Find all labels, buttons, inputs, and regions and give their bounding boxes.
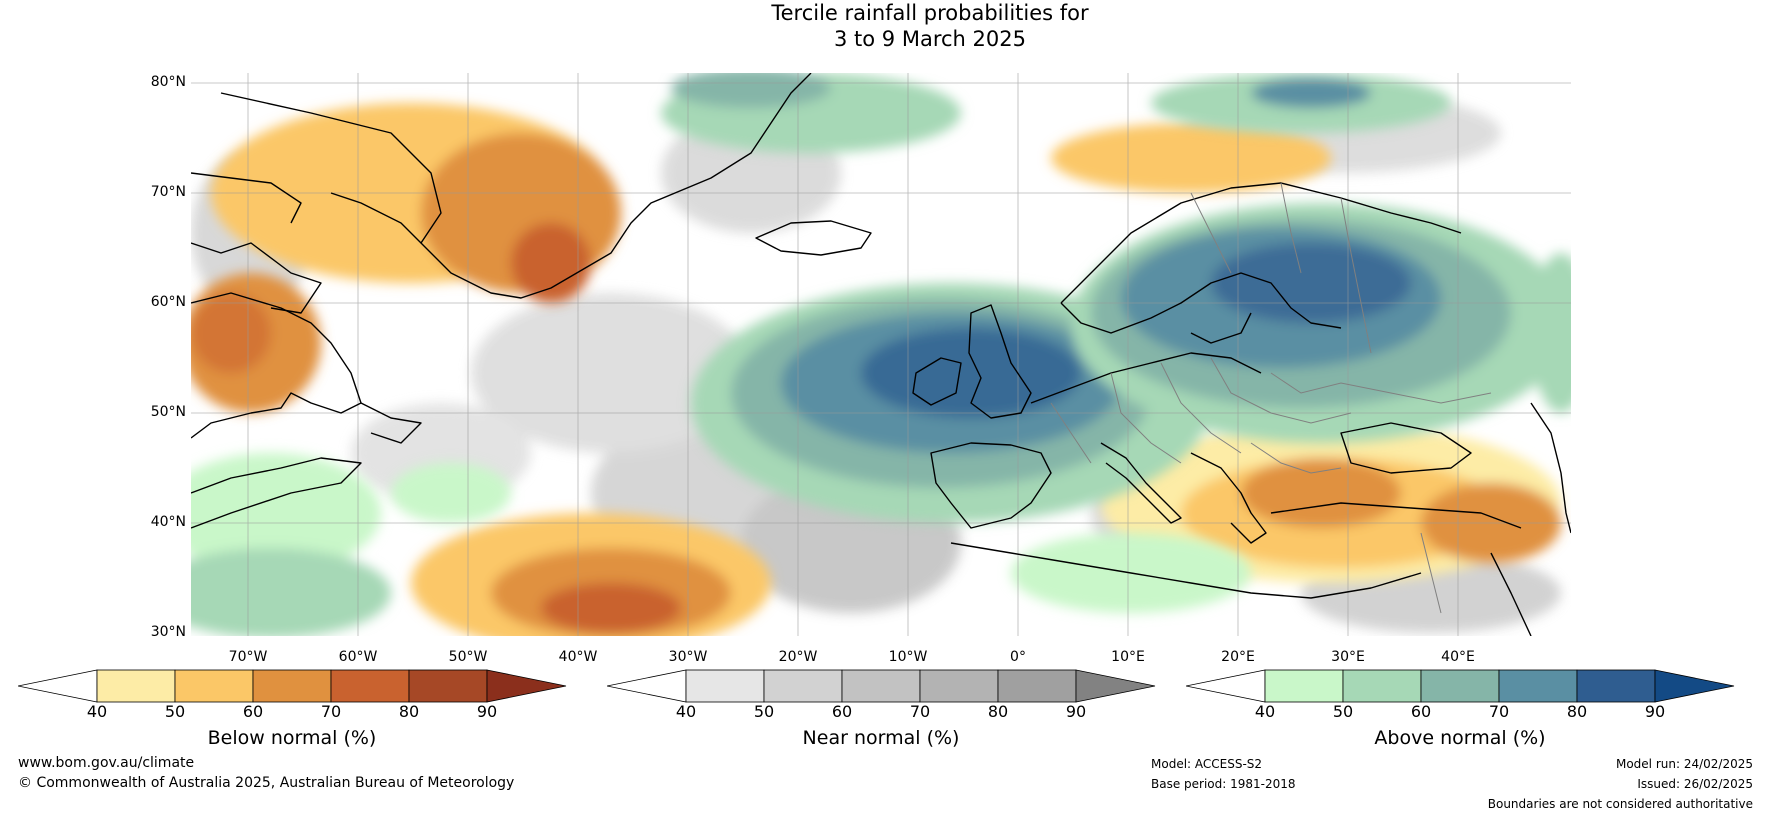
lon-label-30w: 30°W — [668, 649, 708, 665]
lat-label-70n: 70°N — [150, 184, 186, 200]
cb-below-tick-50: 50 — [164, 702, 186, 721]
lat-label-80n: 80°N — [150, 74, 186, 90]
cb-above-tick-40: 40 — [1254, 702, 1276, 721]
cb-below-tick-40: 40 — [86, 702, 108, 721]
lat-label-30n: 30°N — [150, 624, 186, 640]
map-title: Tercile rainfall probabilities for 3 to … — [0, 0, 1770, 52]
near-colorbar-segment — [685, 669, 765, 703]
colorbar-near-normal — [607, 669, 1156, 703]
cb-below-tick-80: 80 — [398, 702, 420, 721]
cb-near-tick-80: 80 — [987, 702, 1009, 721]
lat-label-50n: 50°N — [150, 404, 186, 420]
colorbar-below-normal — [18, 669, 567, 703]
cb-near-title: Near normal (%) — [802, 727, 960, 749]
above-colorbar-segment — [1498, 669, 1578, 703]
above-colorbar-min-extend — [1186, 669, 1266, 703]
cb-near-tick-90: 90 — [1065, 702, 1087, 721]
footer-copyright: © Commonwealth of Australia 2025, Austra… — [18, 775, 515, 791]
cb-above-tick-70: 70 — [1488, 702, 1510, 721]
cb-above-tick-90: 90 — [1644, 702, 1666, 721]
colorbar-above-normal — [1186, 669, 1735, 703]
cb-near-tick-60: 60 — [831, 702, 853, 721]
below-colorbar-min-extend — [18, 669, 98, 703]
footer-base-period: Base period: 1981-2018 — [1151, 777, 1296, 791]
above-colorbar-segment — [1420, 669, 1500, 703]
above-colorbar-segment — [1264, 669, 1344, 703]
lon-label-40e: 40°E — [1441, 649, 1475, 665]
footer-model: Model: ACCESS-S2 — [1151, 757, 1263, 771]
above-colorbar-max-extend — [1654, 669, 1735, 703]
cb-above-tick-80: 80 — [1566, 702, 1588, 721]
above-normal-regions — [191, 73, 1571, 636]
lon-label-50w: 50°W — [448, 649, 488, 665]
cb-above-title: Above normal (%) — [1374, 727, 1546, 749]
below-colorbar-segment — [96, 669, 176, 703]
near-colorbar-segment — [997, 669, 1077, 703]
below-colorbar-segment — [408, 669, 488, 703]
cb-near-tick-70: 70 — [909, 702, 931, 721]
below-colorbar-segment — [252, 669, 332, 703]
near-colorbar-min-extend — [607, 669, 687, 703]
lon-label-60w: 60°W — [338, 649, 378, 665]
cb-near-tick-50: 50 — [753, 702, 775, 721]
footer-model-run: Model run: 24/02/2025 — [1615, 757, 1753, 771]
lon-label-30e: 30°E — [1331, 649, 1365, 665]
cb-below-tick-60: 60 — [242, 702, 264, 721]
below-colorbar-segment — [330, 669, 410, 703]
near-colorbar-segment — [919, 669, 999, 703]
title-line-2: 3 to 9 March 2025 — [834, 27, 1026, 51]
near-colorbar-segment — [763, 669, 843, 703]
cb-below-tick-90: 90 — [476, 702, 498, 721]
lon-label-10w: 10°W — [888, 649, 928, 665]
footer-disclaimer: Boundaries are not considered authoritat… — [1487, 797, 1753, 811]
lat-label-60n: 60°N — [150, 294, 186, 310]
below-colorbar-segment — [174, 669, 254, 703]
graticule — [191, 73, 1571, 636]
rainfall-probability-map — [191, 73, 1571, 636]
cb-above-tick-50: 50 — [1332, 702, 1354, 721]
cb-near-tick-40: 40 — [675, 702, 697, 721]
cb-above-tick-60: 60 — [1410, 702, 1432, 721]
lon-label-0: 0° — [1010, 649, 1026, 665]
near-colorbar-max-extend — [1075, 669, 1156, 703]
footer-website: www.bom.gov.au/climate — [18, 755, 195, 771]
title-line-1: Tercile rainfall probabilities for — [771, 1, 1089, 25]
lon-label-10e: 10°E — [1111, 649, 1145, 665]
coastlines — [191, 73, 1571, 636]
cb-below-title: Below normal (%) — [207, 727, 377, 749]
lat-label-40n: 40°N — [150, 514, 186, 530]
above-colorbar-segment — [1342, 669, 1422, 703]
above-colorbar-segment — [1576, 669, 1656, 703]
near-colorbar-segment — [841, 669, 921, 703]
lon-label-20w: 20°W — [778, 649, 818, 665]
below-colorbar-max-extend — [486, 669, 567, 703]
footer-issued: Issued: 26/02/2025 — [1637, 777, 1753, 791]
country-borders — [1050, 182, 1492, 614]
cb-below-tick-70: 70 — [320, 702, 342, 721]
lon-label-20e: 20°E — [1221, 649, 1255, 665]
lon-label-40w: 40°W — [558, 649, 598, 665]
lon-label-70w: 70°W — [228, 649, 268, 665]
